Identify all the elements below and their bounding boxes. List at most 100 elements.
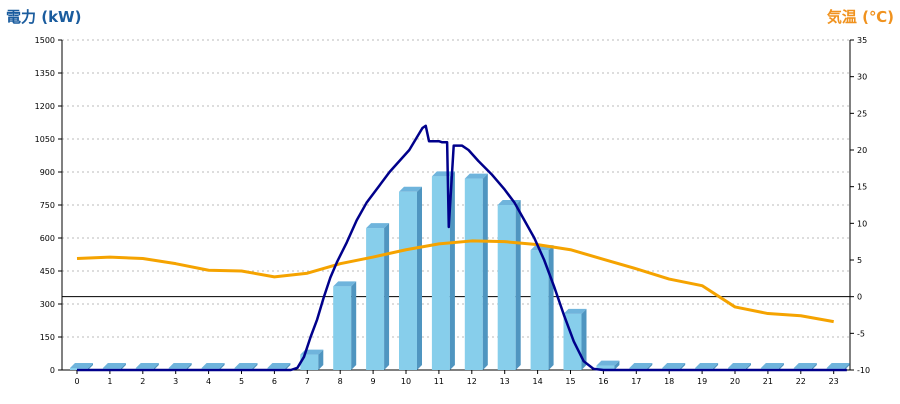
bar-side bbox=[746, 363, 751, 370]
power-bar bbox=[366, 223, 390, 370]
bar-top bbox=[267, 363, 291, 368]
x-tick-label: 10 bbox=[401, 377, 411, 386]
x-tick-label: 5 bbox=[239, 377, 244, 386]
bar-side bbox=[120, 363, 126, 370]
bar-top bbox=[333, 281, 357, 287]
bar-side bbox=[844, 363, 850, 370]
right-tick-label: 5 bbox=[857, 256, 862, 265]
power-bars bbox=[70, 171, 850, 370]
left-tick-label: 1050 bbox=[35, 135, 55, 144]
bar-top bbox=[366, 223, 390, 229]
x-tick-label: 1 bbox=[107, 377, 112, 386]
right-tick-label: 0 bbox=[857, 293, 862, 302]
power-line bbox=[77, 124, 847, 372]
bar-side bbox=[88, 363, 93, 370]
power-bar bbox=[497, 200, 521, 370]
x-tick-label: 4 bbox=[206, 377, 211, 386]
power-bar bbox=[333, 281, 357, 370]
bar-side bbox=[647, 363, 653, 370]
bar-side bbox=[285, 363, 291, 370]
bar-side bbox=[449, 171, 455, 370]
bar-side bbox=[548, 245, 554, 370]
x-tick-label: 13 bbox=[500, 377, 510, 386]
left-tick-label: 1500 bbox=[35, 36, 55, 45]
bar-top bbox=[662, 363, 686, 368]
x-tick-label: 11 bbox=[434, 377, 444, 386]
x-tick-label: 20 bbox=[730, 377, 740, 386]
left-tick-label: 300 bbox=[40, 300, 55, 309]
bar-face bbox=[497, 205, 516, 370]
power-bar bbox=[596, 360, 620, 370]
series-lines bbox=[76, 124, 847, 372]
bar-top bbox=[563, 308, 587, 314]
x-tick-label: 6 bbox=[272, 377, 277, 386]
bar-top bbox=[760, 363, 784, 368]
x-tick-label: 22 bbox=[796, 377, 806, 386]
left-tick-label: 1200 bbox=[35, 102, 55, 111]
x-tick-label: 2 bbox=[140, 377, 145, 386]
temperature-line bbox=[76, 239, 834, 324]
bar-side bbox=[219, 363, 225, 370]
bar-side bbox=[581, 308, 587, 370]
bar-side bbox=[153, 363, 159, 370]
right-tick-label: 25 bbox=[857, 109, 867, 118]
right-tick-label: 15 bbox=[857, 183, 867, 192]
bar-side bbox=[680, 363, 686, 370]
bar-top bbox=[234, 363, 258, 368]
bar-top bbox=[168, 363, 192, 368]
left-tick-label: 750 bbox=[40, 201, 55, 210]
x-tick-label: 9 bbox=[371, 377, 376, 386]
x-tick-label: 15 bbox=[565, 377, 575, 386]
bar-face bbox=[530, 250, 549, 370]
x-tick-label: 17 bbox=[631, 377, 641, 386]
right-tick-label: 35 bbox=[857, 36, 867, 45]
bar-face bbox=[333, 286, 352, 370]
bar-side bbox=[811, 363, 817, 370]
bar-top bbox=[431, 171, 455, 177]
bar-side bbox=[713, 363, 719, 370]
axes bbox=[58, 39, 854, 374]
bar-top bbox=[135, 363, 159, 368]
bar-face bbox=[596, 365, 615, 370]
bar-face bbox=[431, 176, 450, 370]
bar-side bbox=[186, 363, 192, 370]
bar-side bbox=[482, 173, 488, 370]
bar-face bbox=[464, 178, 483, 370]
bar-side bbox=[515, 200, 521, 370]
bar-top bbox=[201, 363, 225, 368]
x-tick-label: 7 bbox=[305, 377, 310, 386]
x-tick-label: 0 bbox=[74, 377, 79, 386]
grid-lines bbox=[62, 39, 850, 338]
bar-side bbox=[778, 363, 784, 370]
bar-side bbox=[614, 360, 620, 370]
left-tick-label: 450 bbox=[40, 267, 55, 276]
left-axis-title: 電力 (kW) bbox=[6, 8, 82, 26]
bar-face bbox=[300, 354, 319, 370]
bar-top bbox=[695, 363, 719, 368]
bar-face bbox=[366, 228, 385, 370]
left-tick-label: 1350 bbox=[35, 69, 55, 78]
bar-top bbox=[464, 173, 488, 179]
bar-side bbox=[417, 186, 422, 370]
power-bar bbox=[300, 349, 324, 370]
power-bar bbox=[530, 245, 554, 370]
bar-top bbox=[826, 363, 850, 368]
bar-top bbox=[629, 363, 653, 368]
power-bar bbox=[399, 186, 422, 370]
x-tick-label: 16 bbox=[598, 377, 608, 386]
bar-top bbox=[793, 363, 817, 368]
x-tick-label: 21 bbox=[763, 377, 773, 386]
right-tick-label: 10 bbox=[857, 219, 867, 228]
power-bar bbox=[464, 173, 488, 370]
right-axis-title: 気温 (℃) bbox=[826, 8, 894, 26]
left-tick-label: 0 bbox=[50, 366, 55, 375]
left-tick-label: 900 bbox=[40, 168, 55, 177]
x-tick-label: 23 bbox=[829, 377, 839, 386]
x-tick-label: 12 bbox=[467, 377, 477, 386]
left-tick-label: 150 bbox=[40, 333, 55, 342]
right-tick-label: 20 bbox=[857, 146, 867, 155]
power-bar bbox=[431, 171, 455, 370]
bar-side bbox=[252, 363, 258, 370]
bar-top bbox=[728, 363, 751, 368]
